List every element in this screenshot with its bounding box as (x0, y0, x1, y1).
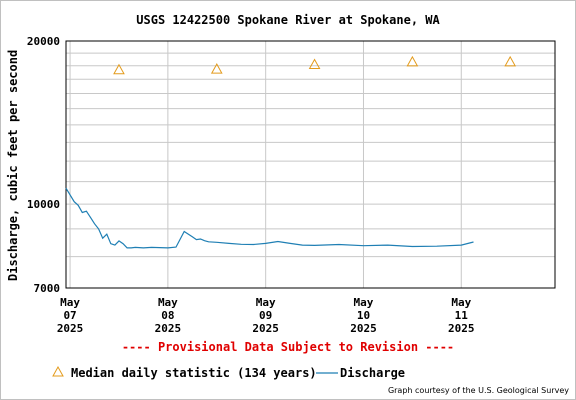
x-tick-label: May (451, 296, 471, 309)
x-tick-label: 09 (259, 309, 272, 322)
median-marker (504, 55, 517, 67)
x-tick-label: 10 (357, 309, 370, 322)
x-tick-label: 2025 (155, 322, 182, 335)
median-marker (308, 58, 321, 69)
plot-area-border (65, 40, 556, 289)
x-tick-label: May (158, 296, 178, 309)
chart-title: USGS 12422500 Spokane River at Spokane, … (136, 13, 440, 27)
y-tick-labels: 7000 10000 20000 (27, 35, 60, 295)
usgs-credit: Graph courtesy of the U.S. Geological Su… (387, 386, 569, 395)
provisional-notice: ---- Provisional Data Subject to Revisio… (121, 340, 455, 354)
x-tick-label: 2025 (448, 322, 475, 335)
x-tick-label: 07 (63, 309, 76, 322)
x-tick-label: 11 (455, 309, 469, 322)
y-tick-label: 7000 (34, 282, 61, 295)
x-tick-label: 08 (161, 309, 174, 322)
y-axis-label: Discharge, cubic feet per second (6, 49, 20, 281)
legend-discharge-label: Discharge (340, 366, 406, 380)
x-tick-label: May (256, 296, 276, 309)
legend-median-label: Median daily statistic (134 years) (71, 366, 317, 380)
median-marker (210, 63, 223, 74)
median-marker (406, 55, 419, 67)
x-tick-label: 2025 (252, 322, 279, 335)
x-tick-label: May (60, 296, 80, 309)
x-tick-label: 2025 (350, 322, 377, 335)
median-marker (113, 63, 125, 75)
y-tick-label: 10000 (27, 198, 60, 211)
x-tick-label: 2025 (57, 322, 84, 335)
discharge-line (65, 187, 474, 249)
y-tick-label: 20000 (27, 35, 60, 48)
x-tick-label: May (354, 296, 374, 309)
x-tick-labels: May072025May082025May092025May102025May1… (57, 296, 475, 335)
series (65, 55, 517, 249)
legend-median-icon (52, 365, 64, 377)
grid-lines (66, 40, 555, 289)
